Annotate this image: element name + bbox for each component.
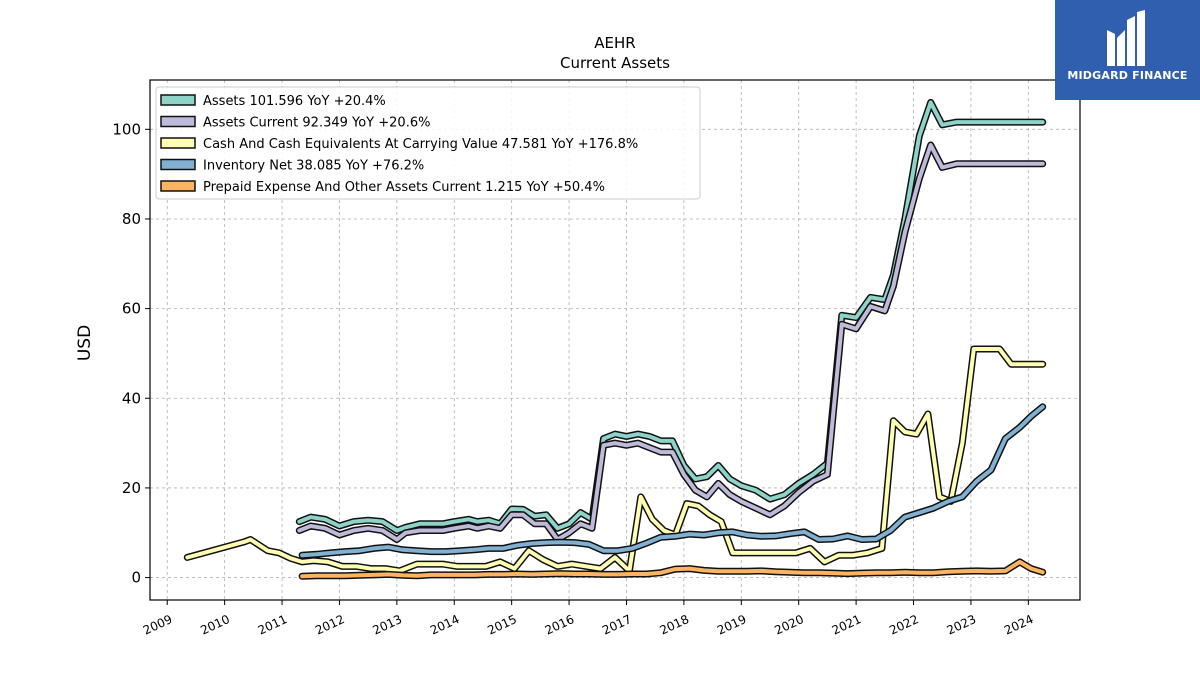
x-tick-label: 2009 bbox=[141, 612, 175, 638]
x-tick-label: 2022 bbox=[887, 612, 921, 638]
x-tick-label: 2013 bbox=[371, 612, 405, 638]
legend-label: Cash And Cash Equivalents At Carrying Va… bbox=[203, 137, 638, 152]
legend: Assets 101.596 YoY +20.4% Assets Current … bbox=[155, 86, 701, 200]
brand-logo: MIDGARD FINANCE bbox=[1055, 0, 1200, 100]
y-tick-label: 20 bbox=[122, 479, 141, 497]
series-line bbox=[297, 100, 1045, 533]
y-tick-label: 40 bbox=[122, 389, 141, 407]
x-tick-label: 2019 bbox=[715, 612, 749, 638]
chart-subtitle: Current Assets bbox=[560, 54, 670, 72]
legend-swatch bbox=[160, 94, 196, 106]
series-line bbox=[185, 347, 1045, 573]
y-tick-label: 60 bbox=[122, 300, 141, 318]
x-tick-label: 2024 bbox=[1002, 612, 1036, 638]
legend-label: Assets 101.596 YoY +20.4% bbox=[203, 94, 386, 109]
x-tick-label: 2017 bbox=[600, 612, 634, 638]
chart-title: AEHR bbox=[594, 34, 635, 52]
legend-swatch bbox=[160, 137, 196, 149]
legend-swatch bbox=[160, 180, 196, 192]
series-outline bbox=[183, 345, 1047, 575]
x-tick-label: 2021 bbox=[830, 612, 864, 638]
logo-text: MIDGARD FINANCE bbox=[1067, 69, 1188, 82]
y-axis-label: USD bbox=[75, 325, 95, 361]
x-tick-label: 2018 bbox=[658, 612, 692, 638]
legend-label: Prepaid Expense And Other Assets Current… bbox=[203, 180, 605, 195]
legend-label: Inventory Net 38.085 YoY +76.2% bbox=[203, 159, 424, 174]
x-tick-label: 2020 bbox=[772, 612, 806, 638]
x-tick-label: 2014 bbox=[428, 612, 462, 638]
legend-swatch bbox=[160, 115, 196, 128]
series-line bbox=[300, 559, 1045, 579]
legend-box bbox=[155, 86, 701, 200]
x-tick-label: 2015 bbox=[485, 612, 519, 638]
x-tick-label: 2012 bbox=[313, 612, 347, 638]
series-line bbox=[297, 143, 1045, 542]
series-lines bbox=[183, 98, 1047, 580]
y-tick-label: 100 bbox=[112, 120, 141, 138]
x-tick-label: 2016 bbox=[543, 612, 577, 638]
plot-frame bbox=[149, 79, 1081, 601]
x-tick-label: 2010 bbox=[198, 612, 232, 638]
x-tick-label: 2011 bbox=[256, 612, 290, 638]
legend-label: Assets Current 92.349 YoY +20.6% bbox=[203, 116, 430, 131]
y-tick-label: 0 bbox=[131, 569, 141, 587]
series-outline bbox=[295, 141, 1047, 543]
legend-swatch bbox=[160, 158, 196, 171]
y-tick-label: 80 bbox=[122, 210, 141, 228]
series-line bbox=[300, 404, 1045, 558]
x-tick-label: 2023 bbox=[945, 612, 979, 638]
logo-mark-icon bbox=[1107, 10, 1145, 66]
